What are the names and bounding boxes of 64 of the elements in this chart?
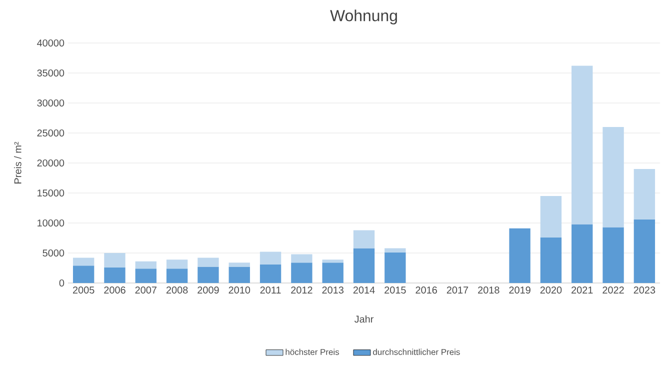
bar bbox=[634, 168, 656, 220]
legend-label: höchster Preis bbox=[286, 348, 339, 355]
bar bbox=[291, 262, 312, 283]
bar bbox=[166, 260, 188, 269]
bar bbox=[353, 230, 375, 248]
x-axis-title: Jahr bbox=[354, 315, 374, 323]
y-tick-label: 10000 bbox=[38, 219, 64, 227]
y-tick-label: 0 bbox=[59, 279, 64, 287]
bar bbox=[291, 254, 312, 263]
bar bbox=[228, 262, 250, 267]
bar bbox=[104, 253, 126, 268]
bar bbox=[135, 268, 156, 283]
x-tick-label: 2015 bbox=[384, 286, 406, 294]
bar bbox=[602, 227, 624, 283]
bar bbox=[228, 266, 250, 283]
bar bbox=[572, 224, 593, 283]
bar bbox=[166, 268, 188, 283]
bar bbox=[72, 266, 94, 283]
y-tick-label: 40000 bbox=[37, 39, 64, 47]
bar bbox=[198, 266, 219, 283]
x-tick-label: 2006 bbox=[104, 286, 126, 294]
bar bbox=[198, 258, 219, 267]
y-axis-title: Preis / m² bbox=[14, 142, 22, 184]
x-tick-label: 2019 bbox=[509, 286, 530, 294]
bar bbox=[509, 228, 530, 283]
bar bbox=[634, 219, 656, 283]
x-tick-label: 2013 bbox=[322, 286, 344, 294]
y-tick-label: 25000 bbox=[37, 129, 64, 137]
bar bbox=[104, 267, 126, 283]
bar bbox=[135, 261, 156, 269]
x-tick-label: 2014 bbox=[353, 286, 375, 294]
x-tick-label: 2011 bbox=[260, 286, 281, 294]
legend-label: durchschnittlicher Preis bbox=[373, 348, 460, 355]
x-tick-label: 2018 bbox=[478, 286, 500, 294]
y-tick-label: 15000 bbox=[38, 189, 64, 197]
x-tick-label: 2005 bbox=[73, 286, 94, 294]
bar bbox=[260, 252, 282, 264]
y-tick-label: 30000 bbox=[37, 99, 64, 107]
x-tick-label: 2007 bbox=[135, 286, 156, 294]
x-tick-label: 2021 bbox=[572, 286, 593, 294]
y-tick-label: 20000 bbox=[37, 159, 64, 167]
x-tick-label: 2010 bbox=[228, 286, 250, 294]
chart-title: Wohnung bbox=[330, 10, 397, 24]
x-tick-label: 2009 bbox=[198, 286, 219, 294]
bar bbox=[384, 252, 406, 283]
bar bbox=[353, 248, 375, 283]
x-tick-label: 2017 bbox=[446, 286, 468, 294]
bar bbox=[72, 258, 94, 266]
bar bbox=[384, 248, 406, 252]
y-tick-label: 5000 bbox=[42, 249, 64, 257]
x-tick-label: 2016 bbox=[416, 286, 437, 294]
x-tick-label: 2012 bbox=[291, 286, 312, 294]
bar bbox=[540, 196, 562, 238]
bar bbox=[322, 262, 344, 283]
x-tick-label: 2020 bbox=[540, 286, 562, 294]
bar bbox=[572, 66, 593, 224]
x-tick-label: 2022 bbox=[602, 286, 624, 294]
bar bbox=[260, 264, 282, 283]
bar bbox=[322, 260, 344, 263]
y-tick-label: 35000 bbox=[37, 69, 64, 77]
bar bbox=[602, 126, 624, 228]
bar bbox=[540, 237, 562, 283]
x-tick-label: 2023 bbox=[634, 286, 656, 294]
x-tick-label: 2008 bbox=[166, 286, 188, 294]
